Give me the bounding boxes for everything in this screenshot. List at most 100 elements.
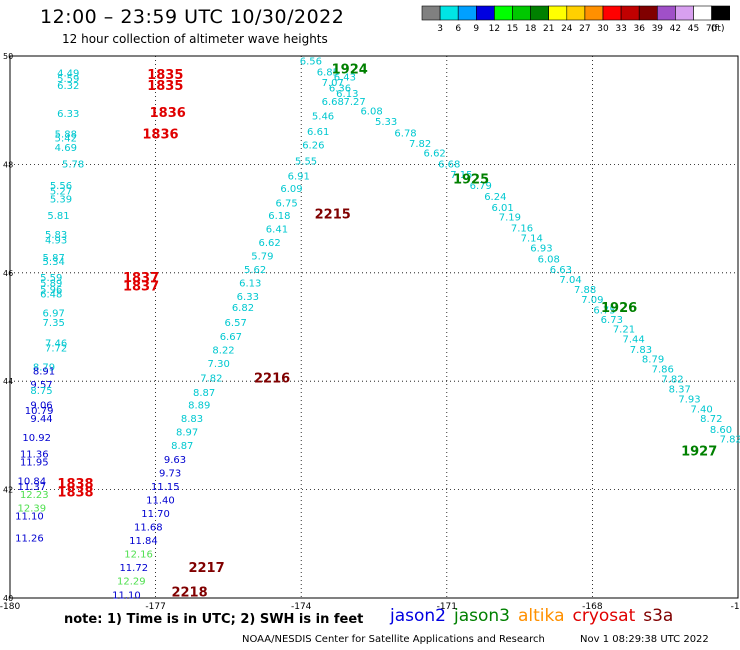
x-tick-label: -177 bbox=[145, 602, 165, 612]
satellite-legend-jason3: jason3 bbox=[454, 606, 510, 626]
wave-height-value: 5.87 bbox=[43, 253, 65, 264]
wave-height-value: 6.63 bbox=[550, 265, 572, 276]
wave-height-value: 11.26 bbox=[15, 533, 44, 544]
colorbar-tick-label: 36 bbox=[633, 24, 645, 34]
wave-height-value: 5.39 bbox=[50, 195, 72, 206]
wave-height-value: 6.33 bbox=[237, 292, 259, 303]
satellite-legend-s3a: s3a bbox=[643, 606, 674, 626]
wave-height-value: 5.55 bbox=[295, 157, 317, 168]
colorbar-tick-label: 24 bbox=[561, 24, 573, 34]
wave-height-value: 7.16 bbox=[511, 223, 533, 234]
satellite-legend-jason2: jason2 bbox=[390, 606, 446, 626]
wave-height-value: 8.79 bbox=[33, 363, 55, 374]
wave-height-value: 8.37 bbox=[669, 384, 691, 395]
wave-height-value: 9.44 bbox=[30, 414, 52, 425]
wave-height-value: 7.83 bbox=[630, 345, 652, 356]
wave-height-value: 5.83 bbox=[45, 230, 67, 241]
pass-time-label: 1835 bbox=[147, 79, 183, 94]
y-tick-label: 46 bbox=[3, 269, 13, 278]
wave-height-value: 6.79 bbox=[470, 181, 492, 192]
wave-height-value: 8.60 bbox=[710, 425, 732, 436]
wave-height-value: 6.13 bbox=[336, 89, 358, 100]
satellite-legend: jason2 jason3 altika cryosat s3a bbox=[390, 606, 681, 626]
wave-height-value: 7.04 bbox=[559, 275, 581, 286]
wave-height-value: 7.07 bbox=[322, 78, 344, 89]
wave-height-value: 6.78 bbox=[394, 129, 416, 140]
wave-height-value: 6.91 bbox=[288, 171, 310, 182]
wave-height-value: 10.79 bbox=[25, 406, 54, 417]
wave-height-value: 9.57 bbox=[30, 380, 52, 391]
wave-height-value: 7.09 bbox=[581, 295, 603, 306]
colorbar-unit: (ft) bbox=[711, 24, 725, 34]
pass-time-label: 2217 bbox=[188, 561, 224, 576]
wave-height-value: 11.84 bbox=[129, 536, 158, 547]
wave-height-value: 7.93 bbox=[678, 395, 700, 406]
wave-height-value: 11.37 bbox=[18, 482, 47, 493]
pass-time-label: 1837 bbox=[123, 279, 159, 294]
wave-height-value: 7.72 bbox=[45, 344, 67, 355]
pass-time-label: 2218 bbox=[171, 586, 207, 601]
wave-height-value: 6.08 bbox=[538, 254, 560, 265]
wave-height-value: 6.62 bbox=[424, 149, 446, 160]
wave-height-value: 6.57 bbox=[225, 318, 247, 329]
colorbar-tick-label: 33 bbox=[615, 24, 626, 34]
colorbar-tick-label: 70 bbox=[706, 24, 718, 34]
colorbar-tick-label: 45 bbox=[688, 24, 699, 34]
wave-height-value: 6.85 bbox=[317, 67, 339, 78]
wave-height-value: 5.59 bbox=[57, 74, 79, 85]
wave-height-value: 5.59 bbox=[40, 273, 62, 284]
wave-height-value: 6.68 bbox=[322, 97, 344, 108]
wave-height-value: 6.93 bbox=[530, 243, 552, 254]
wave-height-value: 6.62 bbox=[259, 238, 281, 249]
wave-height-value: 12.29 bbox=[117, 577, 146, 588]
x-tick-label: -16 bbox=[731, 602, 740, 612]
wave-height-value: 5.81 bbox=[47, 211, 69, 222]
wave-height-value: 8.22 bbox=[212, 345, 234, 356]
wave-height-value: 4.69 bbox=[55, 143, 77, 154]
wave-height-value: 11.40 bbox=[146, 495, 175, 506]
wave-height-value: 5.34 bbox=[43, 257, 65, 268]
colorbar-legend: 3 6 9 12 15 18 21 24 27 30 33 36 39 42 45 70(ft) bbox=[421, 5, 730, 34]
colorbar-swatch bbox=[711, 5, 730, 21]
wave-height-value: 9.73 bbox=[159, 468, 181, 479]
wave-height-value: 6.73 bbox=[601, 315, 623, 326]
wave-height-value: 6.82 bbox=[232, 303, 254, 314]
pass-time-label: 1836 bbox=[150, 106, 186, 121]
colorbar-tick-label: 42 bbox=[670, 24, 681, 34]
wave-height-value: 5.46 bbox=[312, 112, 334, 123]
wave-height-value: 4.93 bbox=[45, 235, 67, 246]
pass-time-label: 1927 bbox=[681, 445, 717, 460]
wave-height-value: 7.88 bbox=[574, 285, 596, 296]
footer-timestamp: Nov 1 08:29:38 UTC 2022 bbox=[580, 634, 709, 645]
wave-height-value: 6.41 bbox=[266, 224, 288, 235]
wave-height-value: 7.40 bbox=[690, 404, 712, 415]
pass-time-label: 1836 bbox=[142, 128, 178, 143]
wave-height-value: 7.21 bbox=[613, 325, 635, 336]
wave-height-value: 5.89 bbox=[40, 279, 62, 290]
colorbar-tick-label: 6 bbox=[455, 24, 461, 34]
wave-height-value: 7.27 bbox=[343, 97, 365, 108]
wave-height-value: 6.26 bbox=[302, 140, 324, 151]
satellite-legend-cryosat: cryosat bbox=[572, 606, 636, 626]
wave-height-value: 10.84 bbox=[18, 476, 47, 487]
pass-time-label: 1835 bbox=[147, 68, 183, 83]
x-tick-label: -168 bbox=[582, 602, 603, 612]
x-tick-label: -180 bbox=[0, 602, 20, 612]
pass-time-label: 1837 bbox=[123, 271, 159, 286]
wave-height-value: 6.75 bbox=[593, 306, 615, 317]
footer-credit: NOAA/NESDIS Center for Satellite Applica… bbox=[242, 634, 545, 645]
wave-height-value: 7.35 bbox=[43, 318, 65, 329]
wave-height-value: 6.32 bbox=[57, 81, 79, 92]
wave-height-value: 11.68 bbox=[134, 523, 163, 534]
wave-height-value: 7.19 bbox=[499, 213, 521, 224]
pass-time-label: 1925 bbox=[453, 173, 489, 188]
wave-height-value: 6.43 bbox=[334, 73, 356, 84]
wave-height-value: 7.82 bbox=[661, 375, 683, 386]
wave-height-value: 12.23 bbox=[20, 490, 49, 501]
x-tick-label: -174 bbox=[291, 602, 312, 612]
pass-time-label: 1926 bbox=[601, 301, 637, 316]
wave-height-value: 11.95 bbox=[20, 458, 49, 469]
satellite-legend-altika: altika bbox=[518, 606, 565, 626]
wave-height-value: 7.44 bbox=[623, 334, 645, 345]
